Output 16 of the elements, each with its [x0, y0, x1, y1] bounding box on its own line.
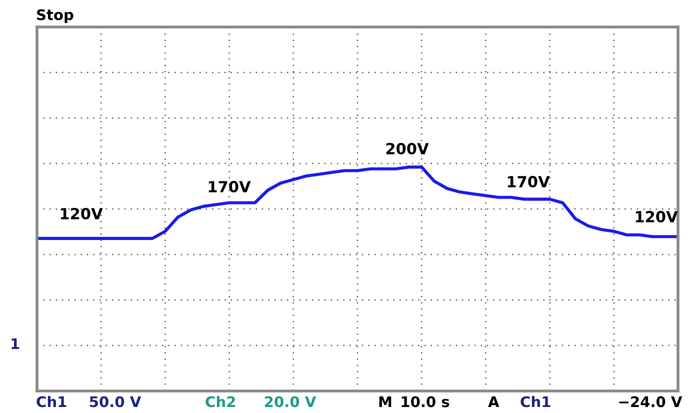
- text: 1: [12, 338, 20, 350]
- text: Ch1: [36, 396, 66, 408]
- text: Ch1: [520, 396, 550, 408]
- annotation: 120V: [60, 208, 103, 220]
- text: Ch2: [206, 396, 235, 408]
- text: 50.0 V: [90, 396, 142, 408]
- annotation: 170V: [208, 180, 251, 192]
- annotation: 120V: [636, 210, 678, 222]
- text: A: [488, 396, 500, 408]
- text: −24.0 V: [619, 396, 682, 408]
- text: 10.0 s: [402, 396, 450, 408]
- text: Stop: [37, 9, 74, 24]
- text: M: [379, 396, 392, 408]
- text: 20.0 V: [264, 396, 316, 408]
- annotation: 170V: [508, 176, 550, 188]
- text: 200V: [386, 142, 429, 154]
